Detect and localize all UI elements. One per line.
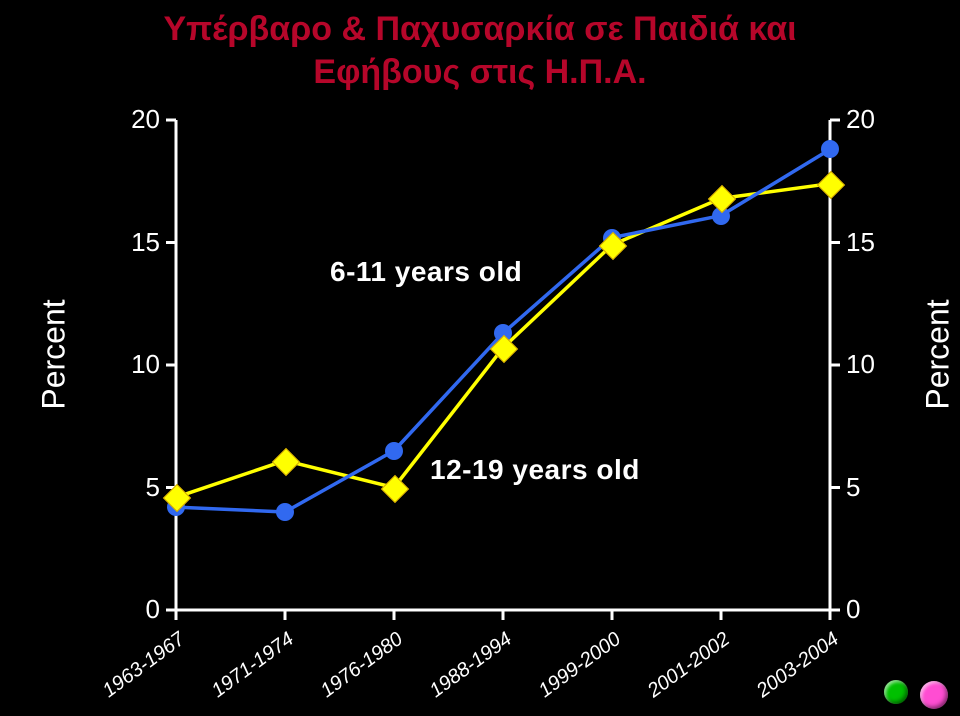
nav-ball-magenta	[920, 681, 948, 709]
y-axis-label-right: Percent	[920, 295, 957, 415]
series-b-label: 12-19 years old	[430, 454, 640, 486]
nav-ball-green	[884, 680, 908, 704]
ytick-left: 15	[120, 227, 160, 258]
ytick-right: 5	[846, 472, 886, 503]
ytick-left: 5	[120, 472, 160, 503]
ytick-left: 20	[120, 104, 160, 135]
ytick-right: 0	[846, 594, 886, 625]
series-a-label: 6-11 years old	[330, 256, 522, 288]
ytick-right: 15	[846, 227, 886, 258]
ytick-right: 10	[846, 349, 886, 380]
y-axis-label-left: Percent	[36, 295, 73, 415]
ytick-left: 10	[120, 349, 160, 380]
circle-marker	[385, 442, 403, 460]
circle-marker	[276, 503, 294, 521]
chart-slide: Υπέρβαρο & Παχυσαρκία σε Παιδιά και Εφήβ…	[0, 0, 960, 716]
ytick-right: 20	[846, 104, 886, 135]
ytick-left: 0	[120, 594, 160, 625]
